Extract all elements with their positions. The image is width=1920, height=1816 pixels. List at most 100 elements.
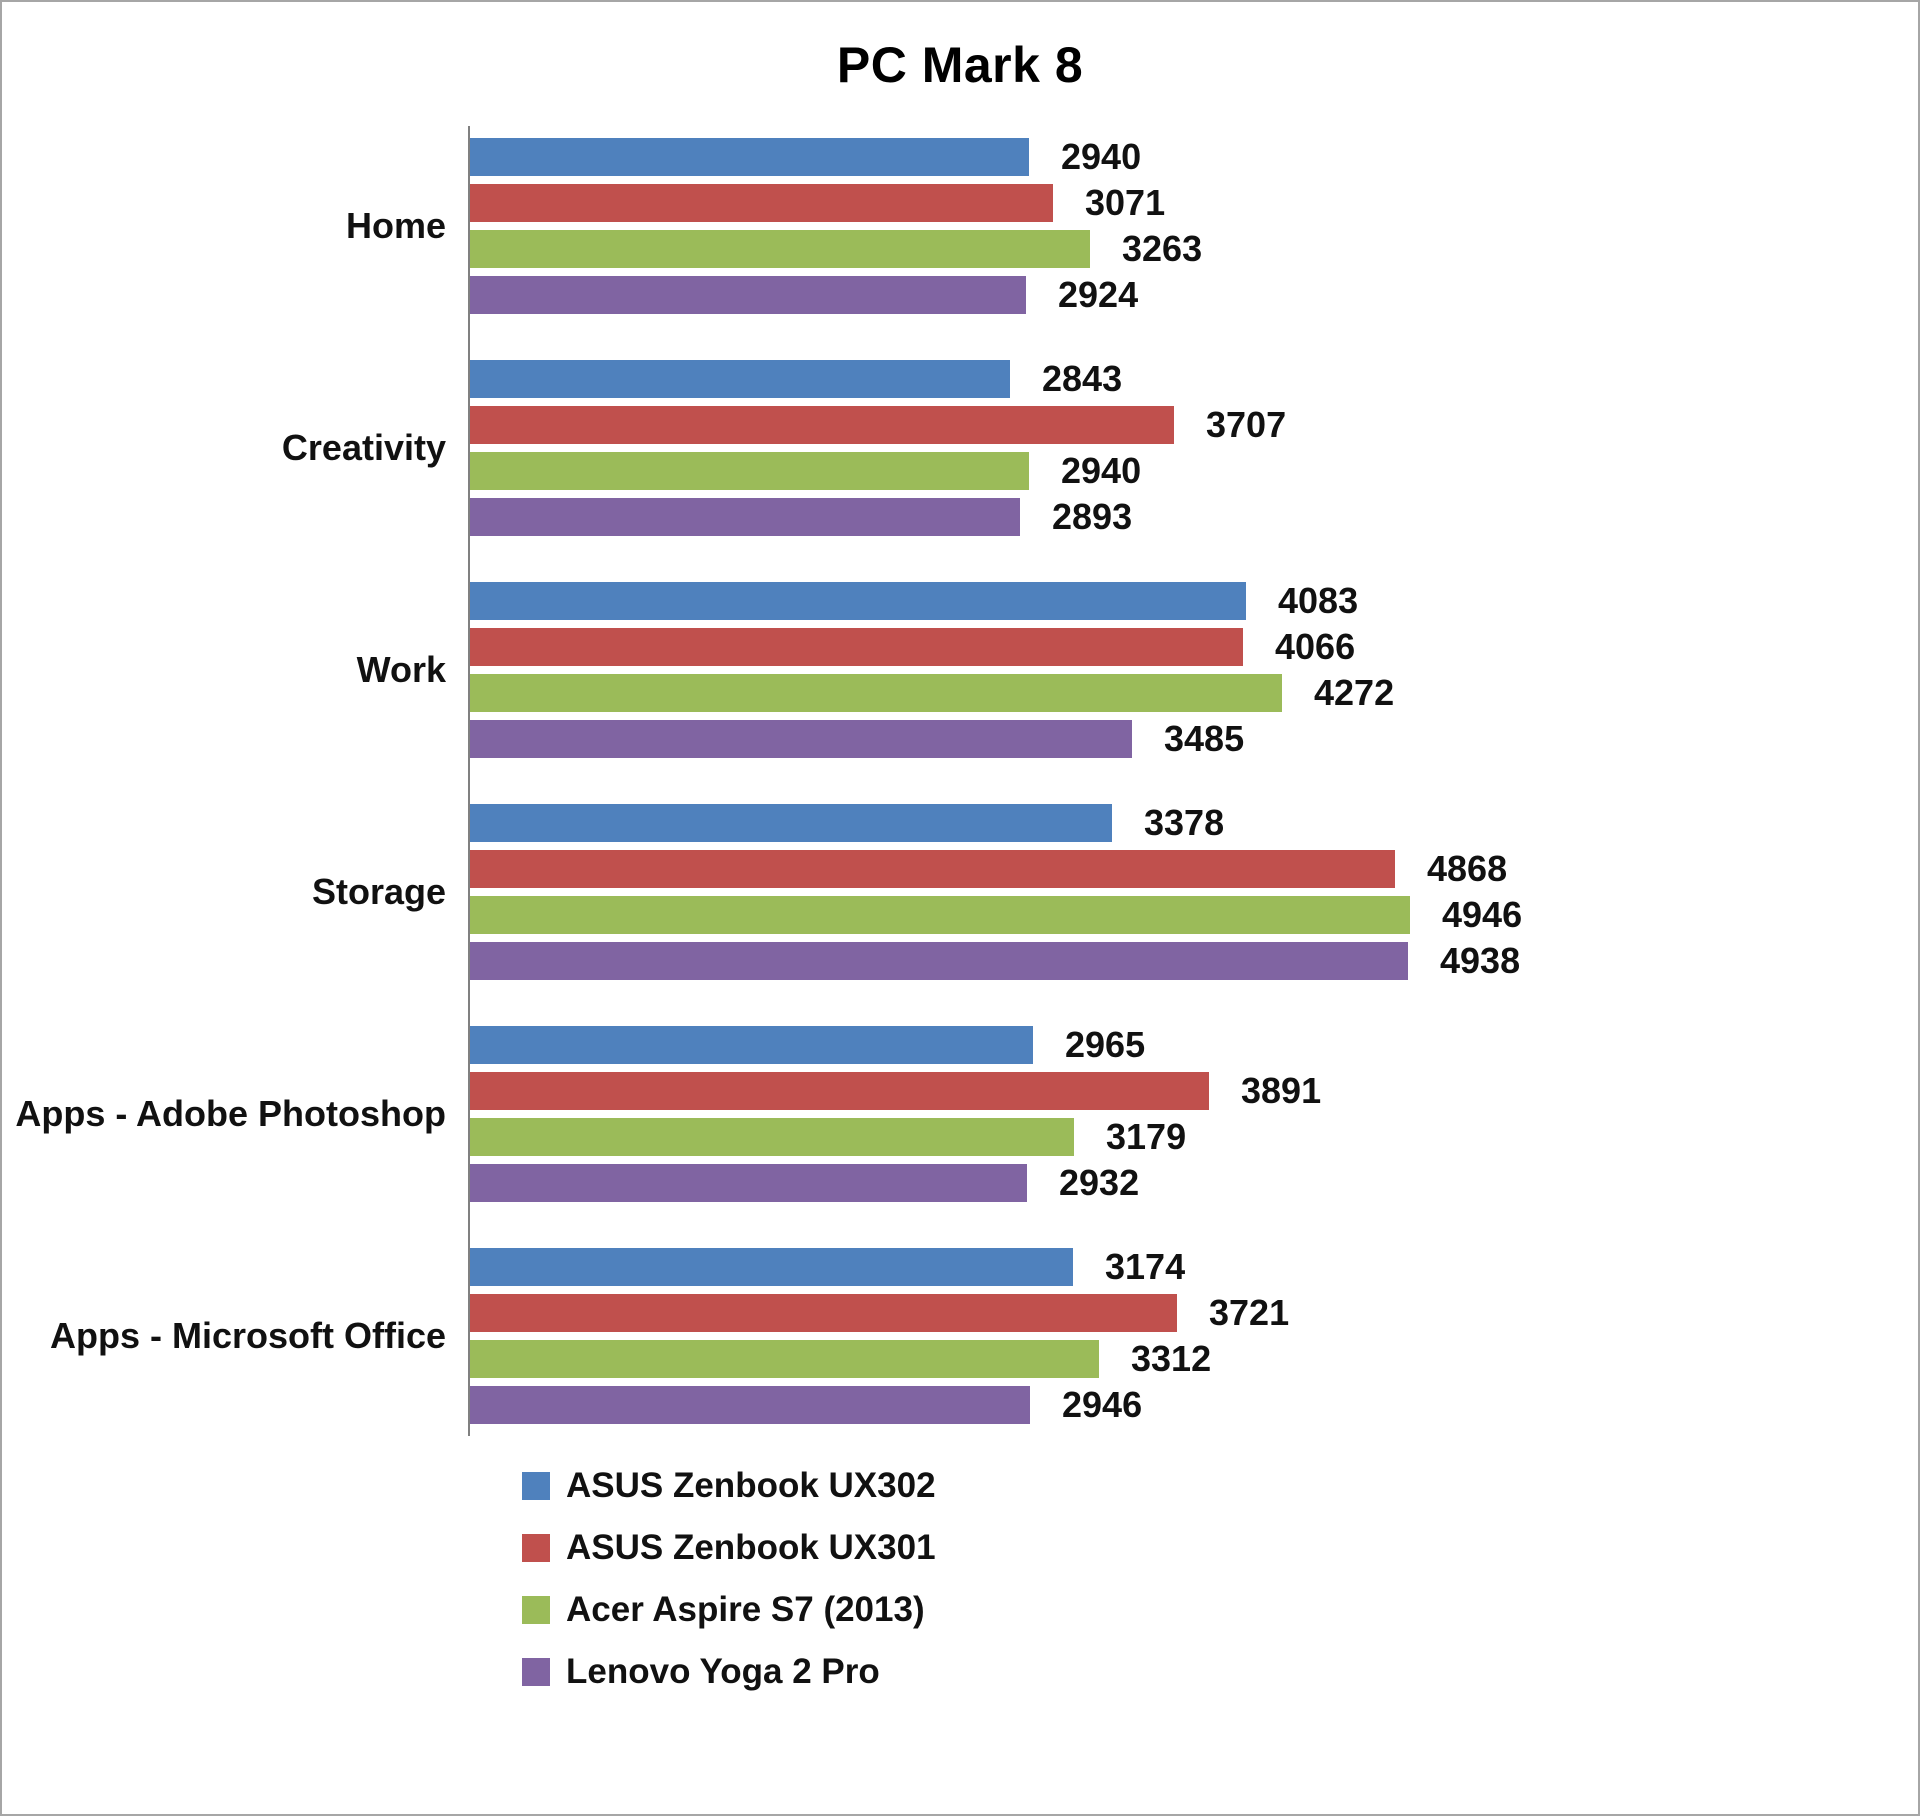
bar-row: 3707: [470, 404, 1287, 445]
bar-row: 4272: [470, 672, 1395, 713]
bar-stack: 2940 3071 3263 2924: [470, 136, 1203, 315]
bar-row: 2940: [470, 136, 1202, 177]
category-label-creativity: Creativity: [281, 427, 446, 469]
bar-row: 3071: [470, 182, 1202, 223]
legend-swatch-asus-zenbook-ux301: [522, 1534, 550, 1562]
bar-row: 2932: [470, 1162, 1321, 1203]
bar-stack: 3174 3721 3312 2946: [470, 1246, 1290, 1425]
bar-row: 2843: [470, 358, 1286, 399]
bar-asus-zenbook-ux301-apps-microsoft-office: [470, 1294, 1177, 1332]
category-label-apps-adobe-photoshop: Apps - Adobe Photoshop: [15, 1093, 446, 1135]
bar-acer-aspire-s7-2013-apps-microsoft-office: [470, 1340, 1099, 1378]
legend-label-lenovo-yoga-2-pro: Lenovo Yoga 2 Pro: [566, 1652, 880, 1691]
bar-acer-aspire-s7-2013-home: [470, 230, 1090, 268]
bar-stack: 4083 4066 4272 3485: [470, 580, 1395, 759]
legend-label-asus-zenbook-ux301: ASUS Zenbook UX301: [566, 1528, 936, 1567]
bar-acer-aspire-s7-2013-apps-adobe-photoshop: [470, 1118, 1074, 1156]
bar-row: 2965: [470, 1024, 1321, 1065]
bar-row: 3721: [470, 1292, 1290, 1333]
bar-row: 3312: [470, 1338, 1289, 1379]
y-axis-line: [468, 126, 470, 1436]
bar-lenovo-yoga-2-pro-apps-microsoft-office: [470, 1386, 1030, 1424]
bar-asus-zenbook-ux302-work: [470, 582, 1246, 620]
bar-acer-aspire-s7-2013-storage: [470, 896, 1410, 934]
plot-area: Home 2940 3071 3263 2924 Creativity 2843 3707 29…: [2, 126, 1918, 1436]
legend-item-asus-zenbook-ux301: ASUS Zenbook UX301: [522, 1528, 1918, 1568]
bar-row: 3263: [470, 228, 1203, 269]
value-label-lenovo-yoga-2-pro-creativity: 2893: [1052, 496, 1133, 537]
category-label-home: Home: [345, 205, 446, 247]
legend-swatch-asus-zenbook-ux302: [522, 1472, 550, 1500]
bar-asus-zenbook-ux301-storage: [470, 850, 1395, 888]
bar-asus-zenbook-ux302-apps-adobe-photoshop: [470, 1026, 1033, 1064]
bar-lenovo-yoga-2-pro-creativity: [470, 498, 1020, 536]
value-label-asus-zenbook-ux301-storage: 4868: [1427, 848, 1508, 889]
value-label-lenovo-yoga-2-pro-work: 3485: [1164, 718, 1245, 759]
bar-acer-aspire-s7-2013-work: [470, 674, 1282, 712]
value-label-asus-zenbook-ux301-work: 4066: [1275, 626, 1356, 667]
value-label-asus-zenbook-ux302-apps-adobe-photoshop: 2965: [1065, 1024, 1146, 1065]
category-group-apps-adobe-photoshop: Apps - Adobe Photoshop 2965 3891 3179 2932: [2, 1024, 1918, 1203]
bar-row: 2893: [470, 496, 1286, 537]
category-group-apps-microsoft-office: Apps - Microsoft Office 3174 3721 3312 2946: [2, 1246, 1918, 1425]
value-label-asus-zenbook-ux301-apps-microsoft-office: 3721: [1209, 1292, 1290, 1333]
value-label-lenovo-yoga-2-pro-apps-adobe-photoshop: 2932: [1059, 1162, 1140, 1203]
value-label-asus-zenbook-ux302-storage: 3378: [1144, 802, 1225, 843]
value-label-lenovo-yoga-2-pro-home: 2924: [1058, 274, 1139, 315]
legend-label-asus-zenbook-ux302: ASUS Zenbook UX302: [566, 1466, 936, 1505]
value-label-asus-zenbook-ux301-creativity: 3707: [1206, 404, 1287, 445]
bar-stack: 2843 3707 2940 2893: [470, 358, 1287, 537]
value-label-asus-zenbook-ux302-home: 2940: [1061, 136, 1142, 177]
bar-lenovo-yoga-2-pro-work: [470, 720, 1132, 758]
value-label-asus-zenbook-ux301-apps-adobe-photoshop: 3891: [1241, 1070, 1322, 1111]
legend-swatch-acer-aspire-s7-2013: [522, 1596, 550, 1624]
value-label-asus-zenbook-ux302-creativity: 2843: [1042, 358, 1123, 399]
category-group-creativity: Creativity 2843 3707 2940 2893: [2, 358, 1918, 537]
bar-asus-zenbook-ux301-work: [470, 628, 1243, 666]
category-label-storage: Storage: [311, 871, 446, 913]
bar-acer-aspire-s7-2013-creativity: [470, 452, 1029, 490]
bar-asus-zenbook-ux302-home: [470, 138, 1029, 176]
value-label-acer-aspire-s7-2013-apps-adobe-photoshop: 3179: [1106, 1116, 1187, 1157]
value-label-lenovo-yoga-2-pro-apps-microsoft-office: 2946: [1062, 1384, 1143, 1425]
category-group-storage: Storage 3378 4868 4946 4938: [2, 802, 1918, 981]
value-label-lenovo-yoga-2-pro-storage: 4938: [1440, 940, 1521, 981]
bar-row: 4868: [470, 848, 1522, 889]
legend-item-asus-zenbook-ux302: ASUS Zenbook UX302: [522, 1466, 1918, 1506]
chart-title: PC Mark 8: [836, 37, 1084, 93]
bar-row: 3179: [470, 1116, 1321, 1157]
value-label-asus-zenbook-ux302-work: 4083: [1278, 580, 1359, 621]
bar-asus-zenbook-ux301-home: [470, 184, 1053, 222]
bar-asus-zenbook-ux302-creativity: [470, 360, 1010, 398]
bar-row: 2940: [470, 450, 1286, 491]
legend-item-lenovo-yoga-2-pro: Lenovo Yoga 2 Pro: [522, 1652, 1918, 1692]
bar-row: 4938: [470, 940, 1522, 981]
value-label-asus-zenbook-ux301-home: 3071: [1085, 182, 1166, 223]
bar-lenovo-yoga-2-pro-home: [470, 276, 1026, 314]
bar-row: 3174: [470, 1246, 1289, 1287]
bar-row: 3378: [470, 802, 1522, 843]
bar-stack: 3378 4868 4946 4938: [470, 802, 1523, 981]
legend: ASUS Zenbook UX302 ASUS Zenbook UX301 Acer…: [522, 1466, 1918, 1692]
category-group-work: Work 4083 4066 4272 3485: [2, 580, 1918, 759]
category-group-home: Home 2940 3071 3263 2924: [2, 136, 1918, 315]
bar-stack: 2965 3891 3179 2932: [470, 1024, 1322, 1203]
bar-asus-zenbook-ux301-creativity: [470, 406, 1174, 444]
bar-asus-zenbook-ux302-storage: [470, 804, 1112, 842]
value-label-acer-aspire-s7-2013-home: 3263: [1122, 228, 1203, 269]
legend-swatch-lenovo-yoga-2-pro: [522, 1658, 550, 1686]
value-label-asus-zenbook-ux302-apps-microsoft-office: 3174: [1105, 1246, 1186, 1287]
bar-row: 2946: [470, 1384, 1289, 1425]
category-label-work: Work: [356, 649, 446, 691]
value-label-acer-aspire-s7-2013-storage: 4946: [1442, 894, 1523, 935]
bar-asus-zenbook-ux302-apps-microsoft-office: [470, 1248, 1073, 1286]
value-label-acer-aspire-s7-2013-work: 4272: [1314, 672, 1395, 713]
bar-row: 2924: [470, 274, 1202, 315]
category-label-apps-microsoft-office: Apps - Microsoft Office: [49, 1315, 446, 1357]
bar-lenovo-yoga-2-pro-storage: [470, 942, 1408, 980]
legend-item-acer-aspire-s7-2013: Acer Aspire S7 (2013): [522, 1590, 1918, 1630]
value-label-acer-aspire-s7-2013-apps-microsoft-office: 3312: [1131, 1338, 1212, 1379]
bar-lenovo-yoga-2-pro-apps-adobe-photoshop: [470, 1164, 1027, 1202]
value-label-acer-aspire-s7-2013-creativity: 2940: [1061, 450, 1142, 491]
